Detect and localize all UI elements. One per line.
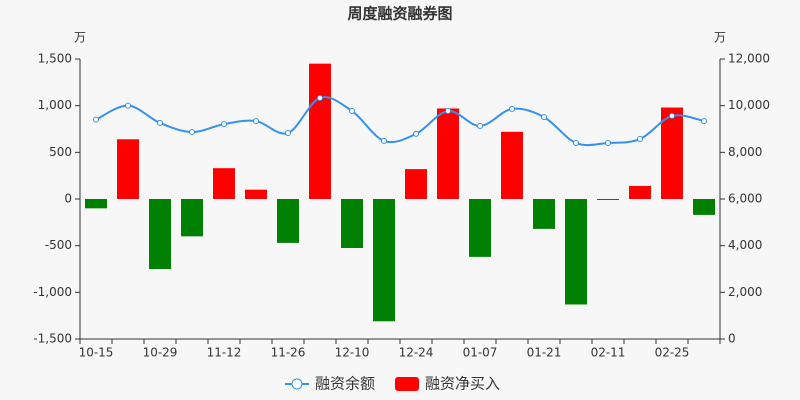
line xyxy=(95,96,705,147)
bar xyxy=(117,139,139,199)
line-point xyxy=(701,118,707,125)
x-tick-label: 10-15 xyxy=(79,346,114,360)
y2-tick-label: 8,000 xyxy=(728,145,762,159)
y2-tick-label: 2,000 xyxy=(728,285,762,299)
line-point xyxy=(253,118,259,125)
bar xyxy=(213,168,235,199)
y-tick-label: -1,000 xyxy=(33,285,72,299)
bar xyxy=(597,199,619,200)
y-tick-label: -500 xyxy=(45,238,72,252)
y-tick-label: 0 xyxy=(64,192,72,206)
legend-label: 融资余额 xyxy=(315,375,375,393)
x-tick-label: 01-21 xyxy=(527,346,562,360)
line-point xyxy=(605,140,611,146)
line-point xyxy=(573,140,579,146)
bar xyxy=(629,185,651,199)
y-tick-label: -1,500 xyxy=(33,332,72,346)
bar xyxy=(405,169,427,199)
y2-tick-label: 6,000 xyxy=(728,192,762,206)
line-point xyxy=(285,129,291,136)
chart-title: 周度融资融券图 xyxy=(347,5,452,23)
line-point xyxy=(669,112,675,119)
y-unit: 万 xyxy=(74,31,86,45)
x-tick-label: 12-24 xyxy=(399,346,434,360)
line-point xyxy=(349,108,355,115)
bar xyxy=(277,199,299,243)
line-point xyxy=(125,102,131,109)
bar xyxy=(469,199,491,257)
line-point xyxy=(93,116,99,123)
line-point xyxy=(509,105,515,112)
y2-tick-label: 12,000 xyxy=(728,52,770,66)
legend-label: 融资净买入 xyxy=(425,375,500,393)
x-tick-label: 01-07 xyxy=(463,346,498,360)
line-point xyxy=(413,130,419,137)
bar xyxy=(373,199,395,322)
bar xyxy=(309,63,331,199)
x-tick-label: 11-26 xyxy=(271,346,306,360)
bar xyxy=(693,199,715,215)
x-tick-label: 10-29 xyxy=(143,346,178,360)
bar xyxy=(341,199,363,248)
bar xyxy=(565,199,587,305)
bar xyxy=(85,199,107,209)
bar xyxy=(661,107,683,199)
x-tick-label: 02-25 xyxy=(655,346,690,360)
bar xyxy=(245,189,267,199)
bar xyxy=(181,199,203,237)
line-point xyxy=(541,114,547,121)
bar xyxy=(149,199,171,269)
line-point xyxy=(445,108,451,115)
line-point xyxy=(477,122,483,129)
x-tick-label: 11-12 xyxy=(207,346,242,360)
bar xyxy=(437,108,459,199)
legend-marker xyxy=(395,377,420,391)
line-point xyxy=(189,129,195,136)
line-point xyxy=(317,94,323,101)
y2-unit: 万 xyxy=(714,31,726,45)
x-tick-label: 02-11 xyxy=(591,346,626,360)
legend-marker xyxy=(291,378,303,390)
bar xyxy=(533,199,555,229)
y2-tick-label: 4,000 xyxy=(728,238,762,252)
y-tick-label: 1,000 xyxy=(38,98,72,112)
line-point xyxy=(637,136,643,143)
y2-tick-label: 10,000 xyxy=(728,98,770,112)
y-tick-label: 1,500 xyxy=(38,52,72,66)
line-point xyxy=(221,121,227,128)
x-tick-label: 12-10 xyxy=(335,346,370,360)
bar xyxy=(501,131,523,199)
line-point xyxy=(381,137,387,144)
y2-tick-label: 0 xyxy=(728,332,736,346)
y-tick-label: 500 xyxy=(49,145,72,159)
line-point xyxy=(157,119,163,126)
